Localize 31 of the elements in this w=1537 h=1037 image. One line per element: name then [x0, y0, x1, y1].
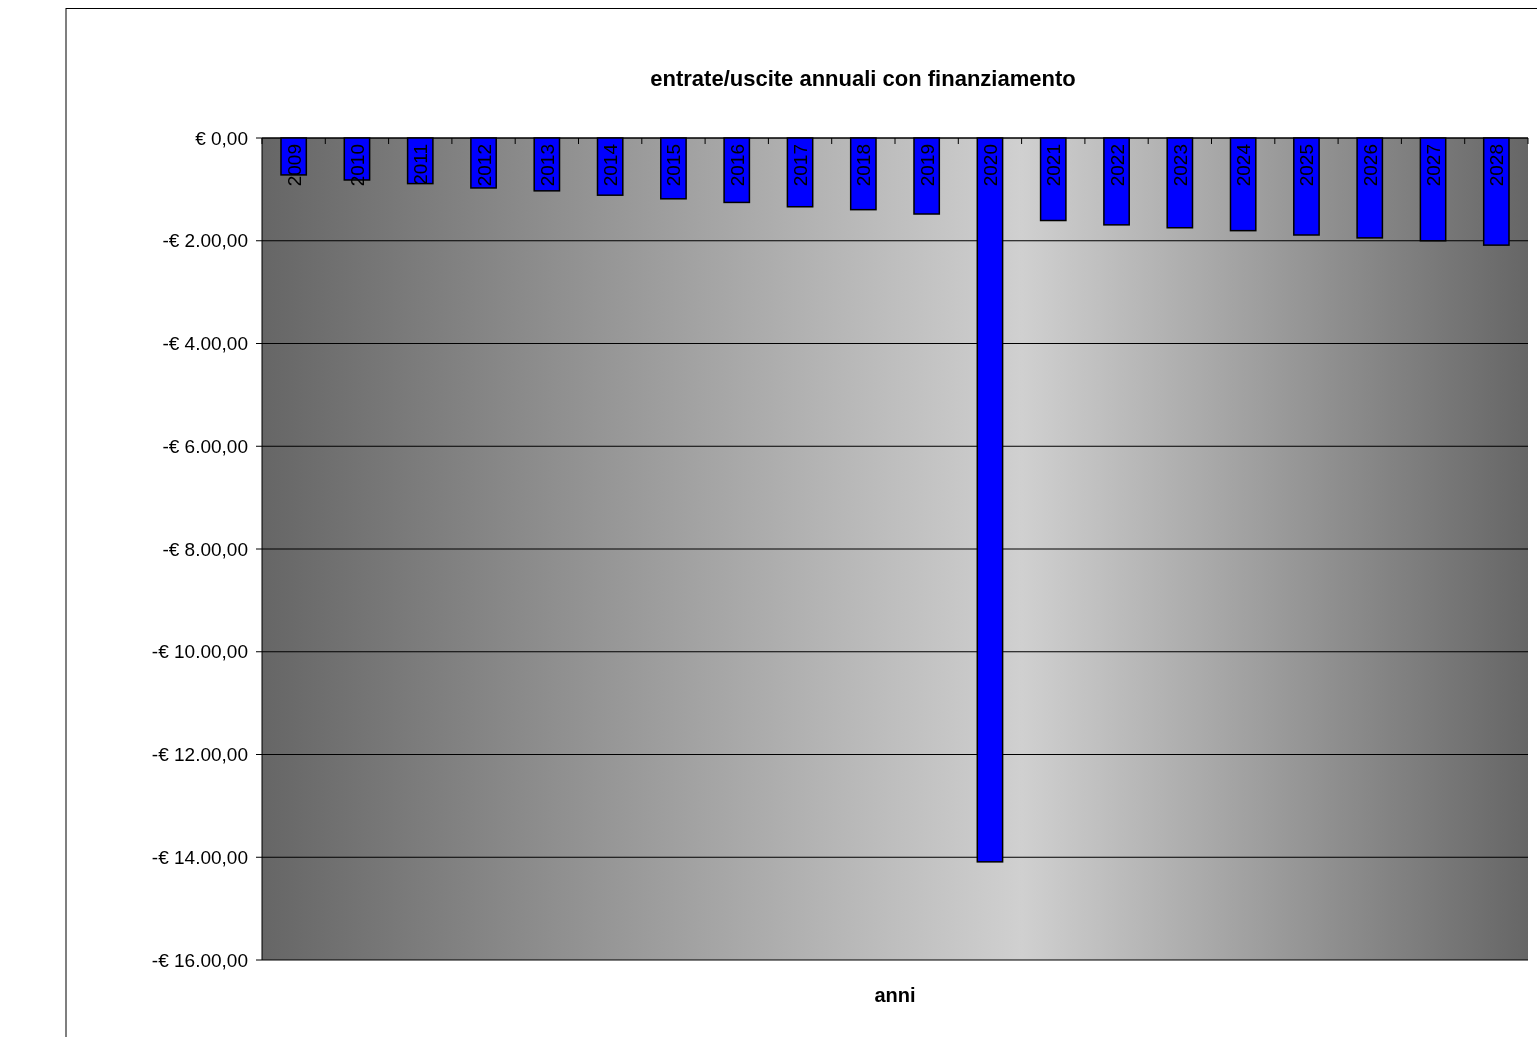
- text: -€ 14.00,00: [151, 846, 248, 868]
- text: -€ 16.00,00: [151, 949, 248, 971]
- x-tick-label: 2012: [473, 144, 495, 187]
- x-tick-label: 2010: [346, 144, 368, 187]
- x-tick-label: 2013: [536, 144, 558, 187]
- x-tick-label: 2011: [410, 144, 432, 185]
- x-tick-label: 2026: [1359, 144, 1381, 187]
- text: -€ 8.00,00: [162, 538, 248, 560]
- x-tick-label: 2015: [663, 144, 685, 187]
- x-tick-label: 2023: [1169, 144, 1191, 187]
- text: -€ 10.00,00: [151, 641, 248, 663]
- x-tick-label: 2009: [283, 144, 305, 187]
- text: anni: [874, 984, 916, 1006]
- x-tick-label: 2019: [916, 144, 938, 187]
- text: € 0,00: [195, 127, 248, 149]
- x-tick-label: 2020: [979, 144, 1001, 187]
- x-tick-label: 2022: [1106, 144, 1128, 187]
- text: -€ 6.00,00: [162, 435, 248, 457]
- x-tick-label: 2014: [600, 143, 622, 187]
- x-tick-label: 2017: [790, 144, 812, 187]
- text: -€ 4.00,00: [162, 333, 248, 355]
- x-tick-label: 2024: [1233, 143, 1255, 187]
- text: -€ 2.00,00: [162, 230, 248, 252]
- x-tick-label: 2021: [1043, 144, 1065, 187]
- chart-title: entrate/uscite annuali con finanziamento: [650, 66, 1076, 91]
- x-tick-label: 2018: [853, 144, 875, 187]
- text: -€ 12.00,00: [151, 744, 248, 766]
- x-tick-label: 2016: [726, 144, 748, 187]
- x-tick-label: 2025: [1296, 144, 1318, 187]
- x-tick-label: 2027: [1423, 144, 1445, 187]
- x-tick-label: 2028: [1486, 144, 1508, 187]
